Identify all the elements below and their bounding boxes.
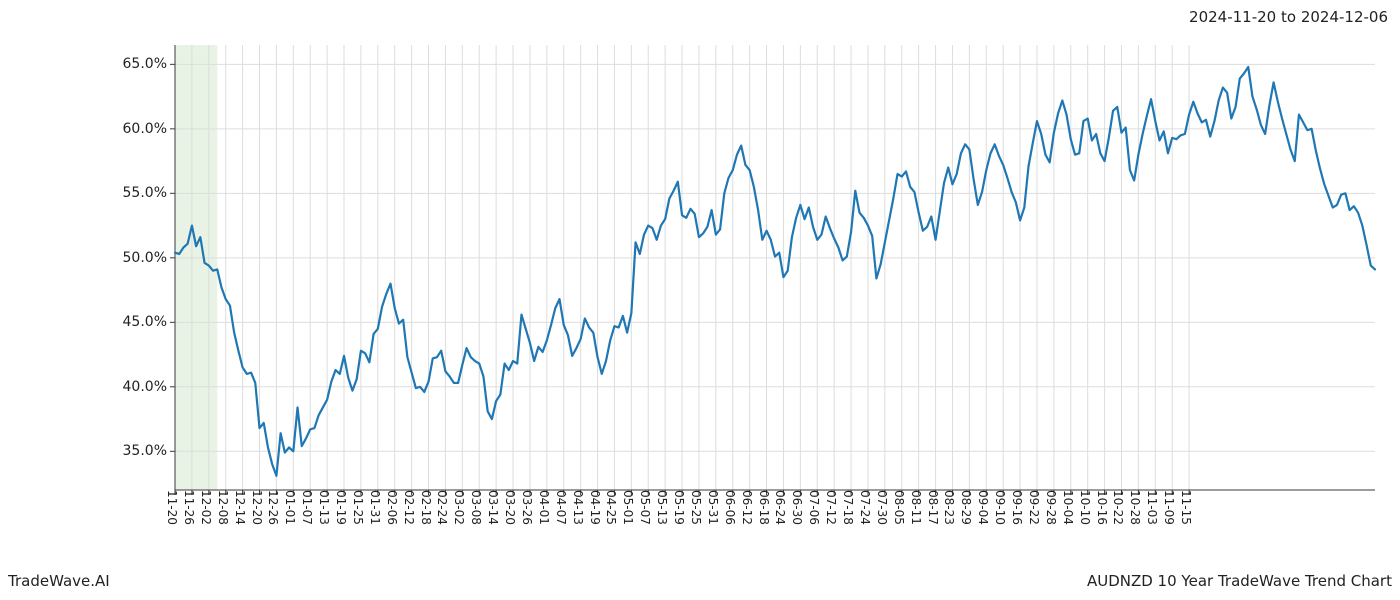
x-tick-label: 11-15 bbox=[1179, 490, 1199, 525]
chart-caption: AUDNZD 10 Year TradeWave Trend Chart bbox=[1087, 572, 1392, 590]
chart-plot-area: 35.0%40.0%45.0%50.0%55.0%60.0%65.0%11-20… bbox=[175, 45, 1375, 490]
y-tick-label: 35.0% bbox=[123, 443, 175, 459]
y-tick-label: 65.0% bbox=[123, 56, 175, 72]
y-tick-label: 45.0% bbox=[123, 314, 175, 330]
y-tick-label: 50.0% bbox=[123, 250, 175, 266]
footer-brand: TradeWave.AI bbox=[8, 572, 110, 590]
chart-svg bbox=[175, 45, 1375, 490]
date-range-label: 2024-11-20 to 2024-12-06 bbox=[1189, 8, 1388, 26]
y-tick-label: 60.0% bbox=[123, 121, 175, 137]
y-tick-label: 40.0% bbox=[123, 379, 175, 395]
series-line bbox=[175, 67, 1375, 476]
y-tick-label: 55.0% bbox=[123, 185, 175, 201]
